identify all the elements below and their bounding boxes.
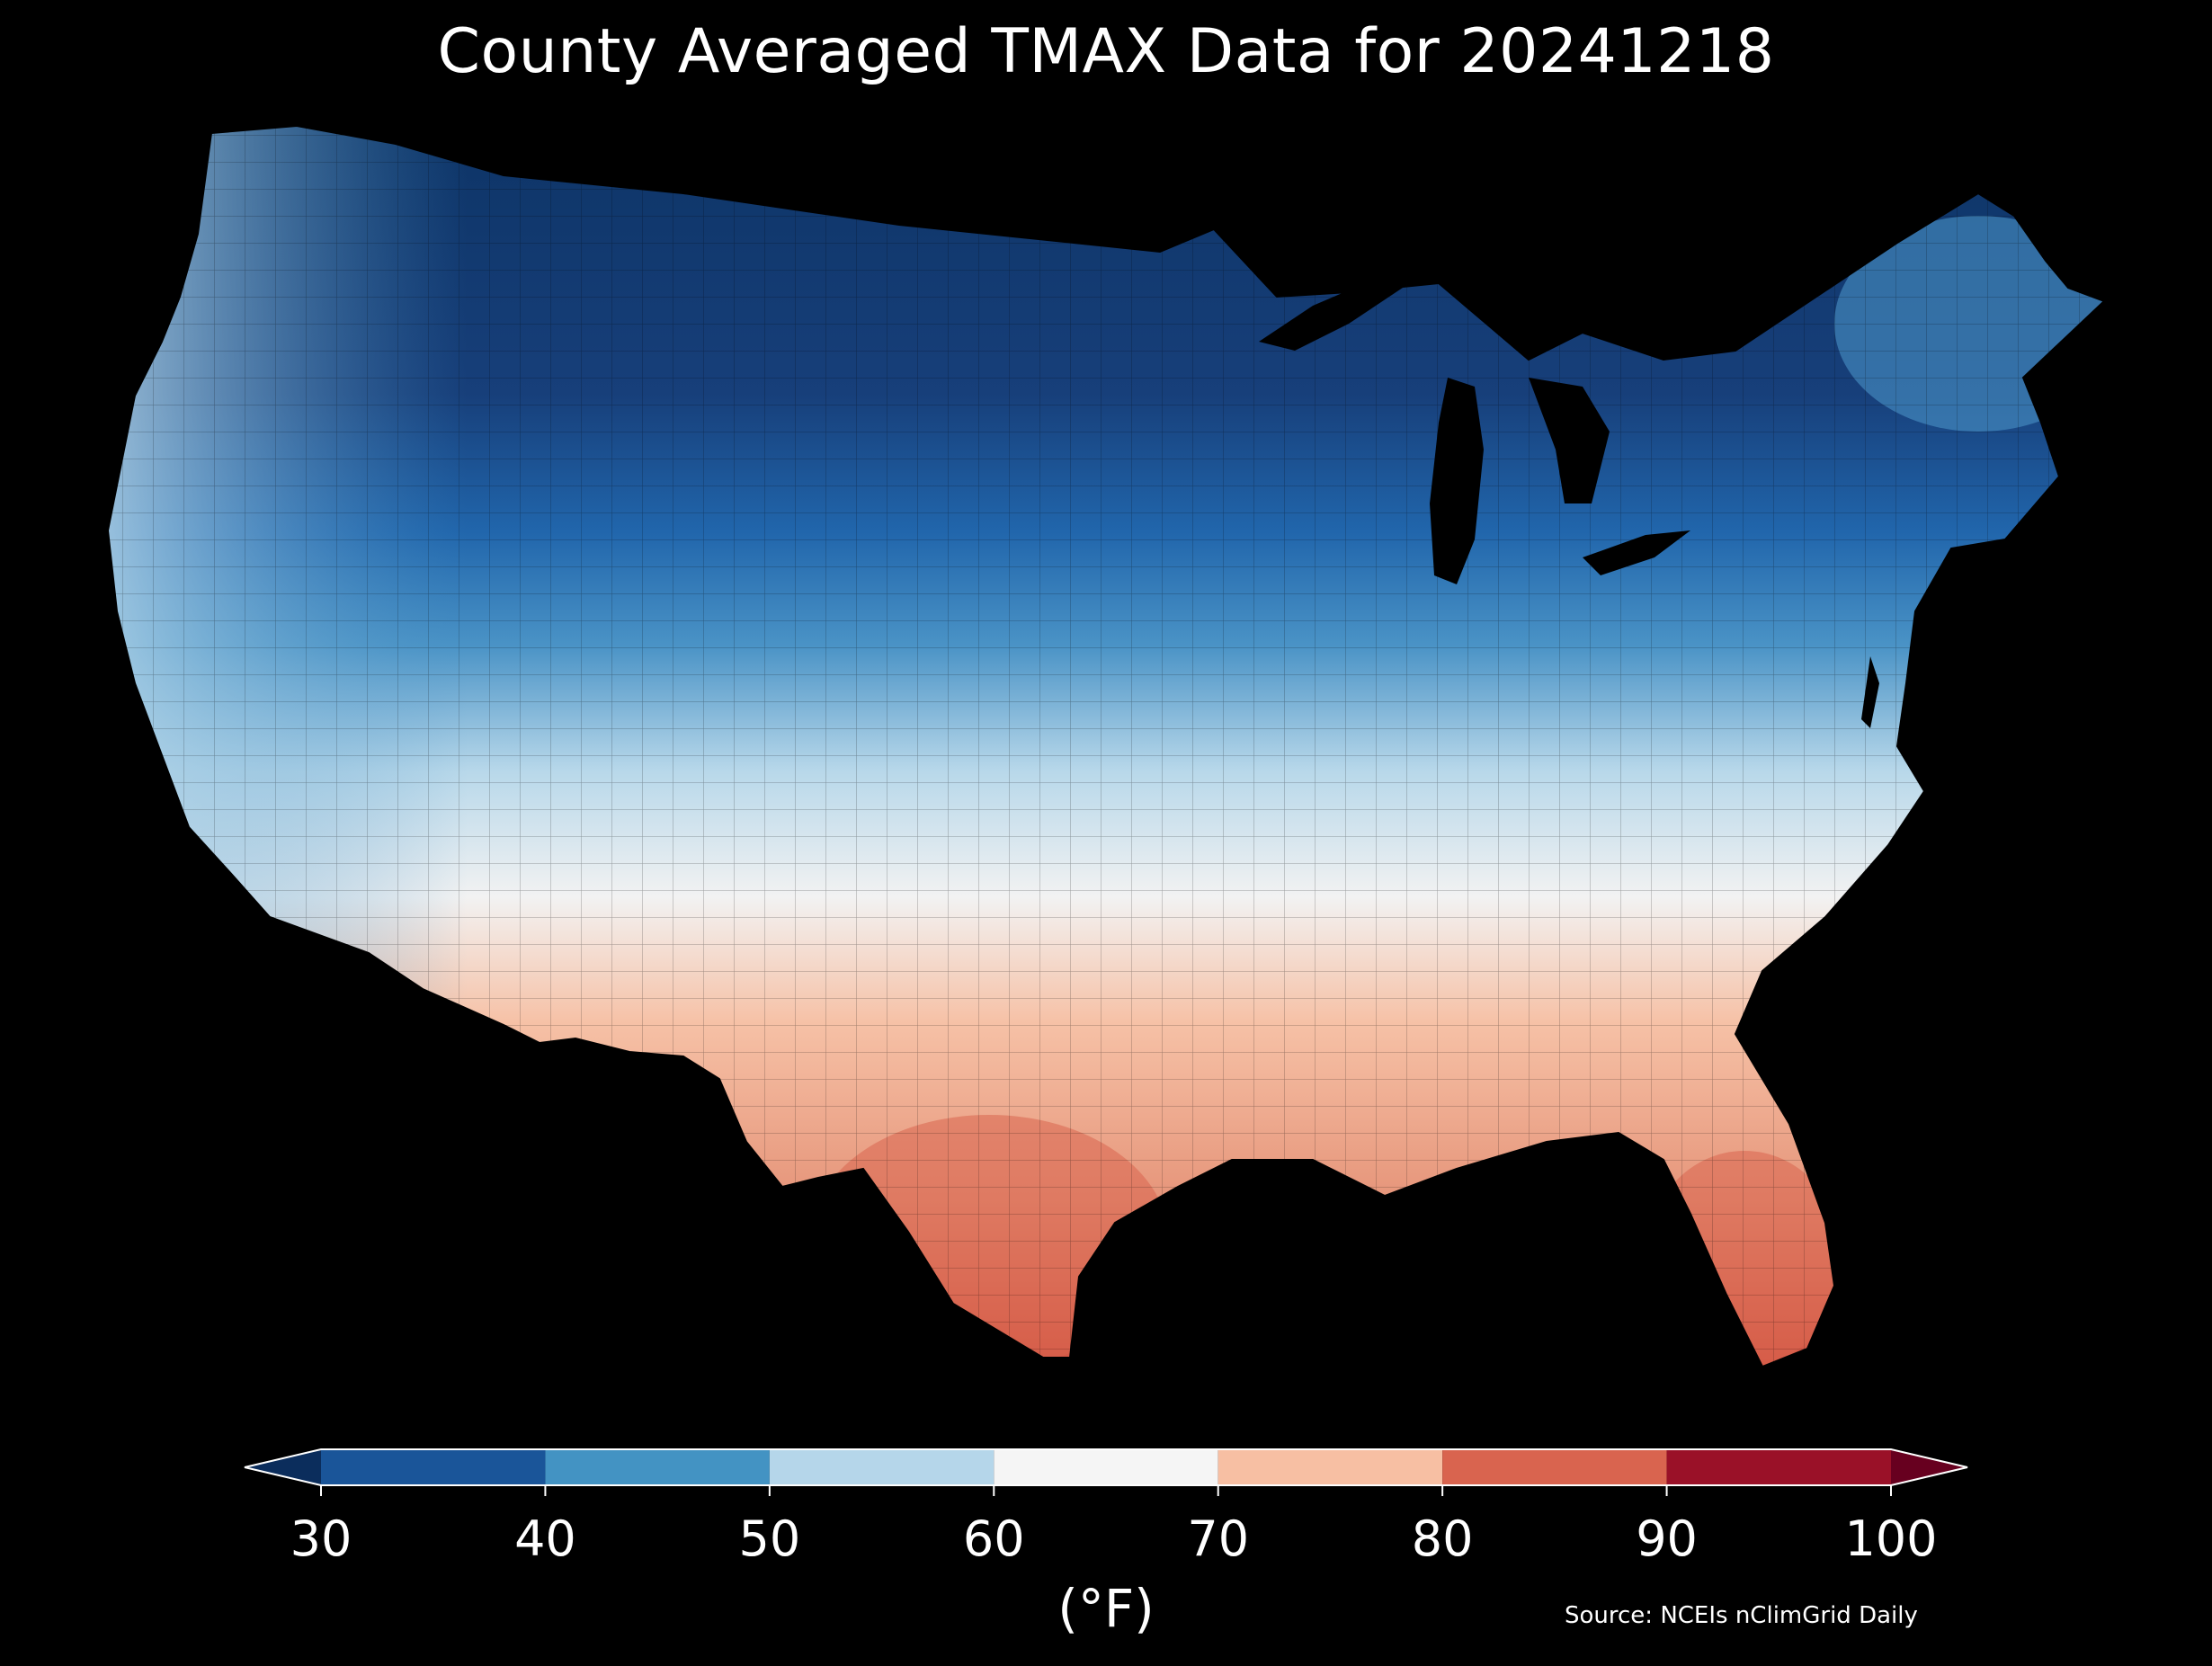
colorbar-tick-label: 60: [963, 1510, 1025, 1567]
colorbar-bin-50-60: [769, 1449, 995, 1485]
colorbar-tick-label: 50: [738, 1510, 800, 1567]
colorbar-tick-label: 100: [1844, 1510, 1937, 1567]
source-credit: Source: NCEIs nClimGrid Daily: [1565, 1602, 1918, 1629]
colorbar-tick-label: 30: [290, 1510, 352, 1567]
lake-erie: [1583, 530, 1690, 575]
colorbar-bin-30-40: [321, 1449, 546, 1485]
colorbar-bin-80-90: [1442, 1449, 1667, 1485]
colorbar-tick-label: 80: [1412, 1510, 1474, 1567]
lake-superior: [1259, 279, 1403, 351]
chesapeake-bay: [1861, 656, 1879, 728]
colorbar-bin-90-100: [1666, 1449, 1891, 1485]
colorbar-extend-low: [245, 1449, 321, 1485]
lake-huron: [1529, 378, 1610, 503]
colorbar-bin-70-80: [1217, 1449, 1443, 1485]
colorbar-extend-high: [1891, 1449, 1967, 1485]
colorbar-units-label: (°F): [1057, 1578, 1155, 1639]
colorbar-bin-40-50: [545, 1449, 770, 1485]
colorbar-bin-60-70: [994, 1449, 1218, 1485]
lake-michigan: [1430, 378, 1484, 584]
colorbar-tick-label: 90: [1636, 1510, 1698, 1567]
colorbar-tick-label: 70: [1187, 1510, 1249, 1567]
map-title: County Averaged TMAX Data for 20241218: [437, 16, 1775, 87]
colorbar-tick-label: 40: [514, 1510, 576, 1567]
